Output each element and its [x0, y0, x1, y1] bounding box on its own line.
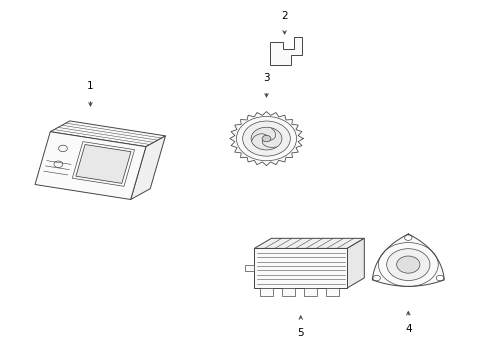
Text: 4: 4 [404, 324, 411, 334]
Circle shape [242, 121, 290, 156]
Circle shape [396, 256, 419, 273]
Polygon shape [35, 132, 145, 199]
Circle shape [236, 117, 296, 161]
Circle shape [262, 135, 270, 142]
Polygon shape [303, 288, 317, 296]
Polygon shape [270, 37, 301, 65]
Polygon shape [281, 288, 295, 296]
Text: 1: 1 [87, 81, 94, 91]
Polygon shape [346, 238, 364, 288]
Polygon shape [254, 248, 346, 288]
Polygon shape [130, 136, 165, 199]
Polygon shape [325, 288, 339, 296]
Circle shape [386, 249, 429, 280]
Circle shape [435, 275, 443, 281]
Polygon shape [229, 112, 303, 166]
Circle shape [404, 235, 411, 240]
Polygon shape [259, 288, 273, 296]
Circle shape [378, 243, 437, 287]
Polygon shape [371, 234, 444, 286]
Polygon shape [245, 265, 254, 271]
Polygon shape [76, 144, 131, 183]
Circle shape [251, 127, 281, 150]
Polygon shape [50, 121, 165, 147]
Text: 2: 2 [281, 11, 287, 21]
Text: 5: 5 [297, 328, 304, 338]
Polygon shape [254, 238, 364, 248]
Text: 3: 3 [263, 73, 269, 83]
Circle shape [372, 275, 380, 281]
